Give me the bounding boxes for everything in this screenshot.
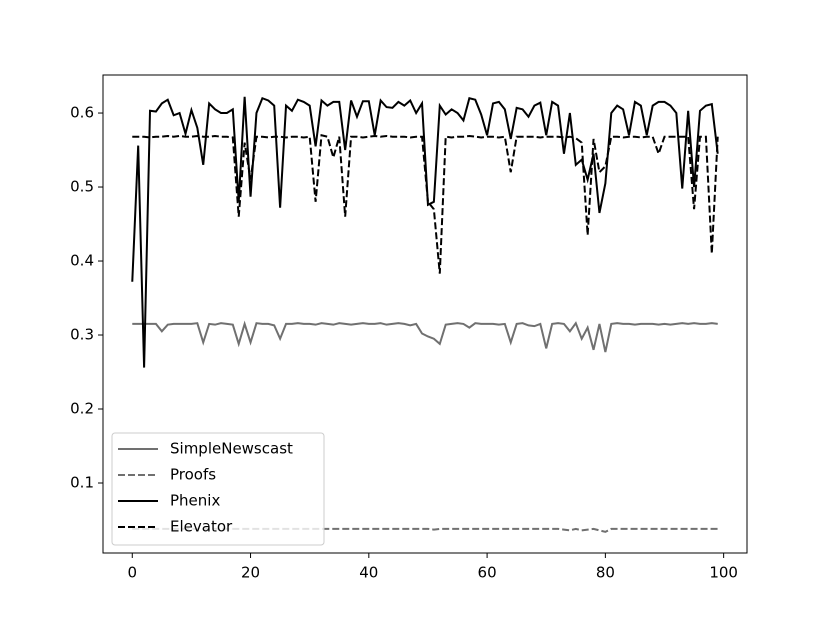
- legend-label: Phenix: [170, 492, 220, 510]
- x-tick-label: 20: [241, 564, 260, 582]
- y-tick-label: 0.2: [70, 400, 94, 418]
- legend-box: [111, 432, 325, 546]
- x-tick-label: 0: [127, 564, 137, 582]
- data-line: [131, 96, 719, 368]
- x-tick-label: 80: [596, 564, 615, 582]
- legend-label: Proofs: [170, 466, 216, 484]
- y-tick-label: 0.5: [70, 178, 94, 196]
- y-tick-label: 0.1: [70, 474, 94, 492]
- y-tick-label: 0.3: [70, 326, 94, 344]
- legend-label: SimpleNewscast: [170, 440, 293, 458]
- legend-label: Elevator: [170, 518, 233, 536]
- x-tick-label: 60: [478, 564, 497, 582]
- y-tick-label: 0.4: [70, 252, 94, 270]
- x-tick-label: 100: [709, 564, 738, 582]
- x-tick-label: 40: [359, 564, 378, 582]
- data-line: [132, 527, 718, 533]
- data-line: [132, 320, 718, 353]
- data-line: [132, 133, 719, 274]
- y-tick-label: 0.6: [70, 104, 94, 122]
- plot-frame: [102, 74, 748, 554]
